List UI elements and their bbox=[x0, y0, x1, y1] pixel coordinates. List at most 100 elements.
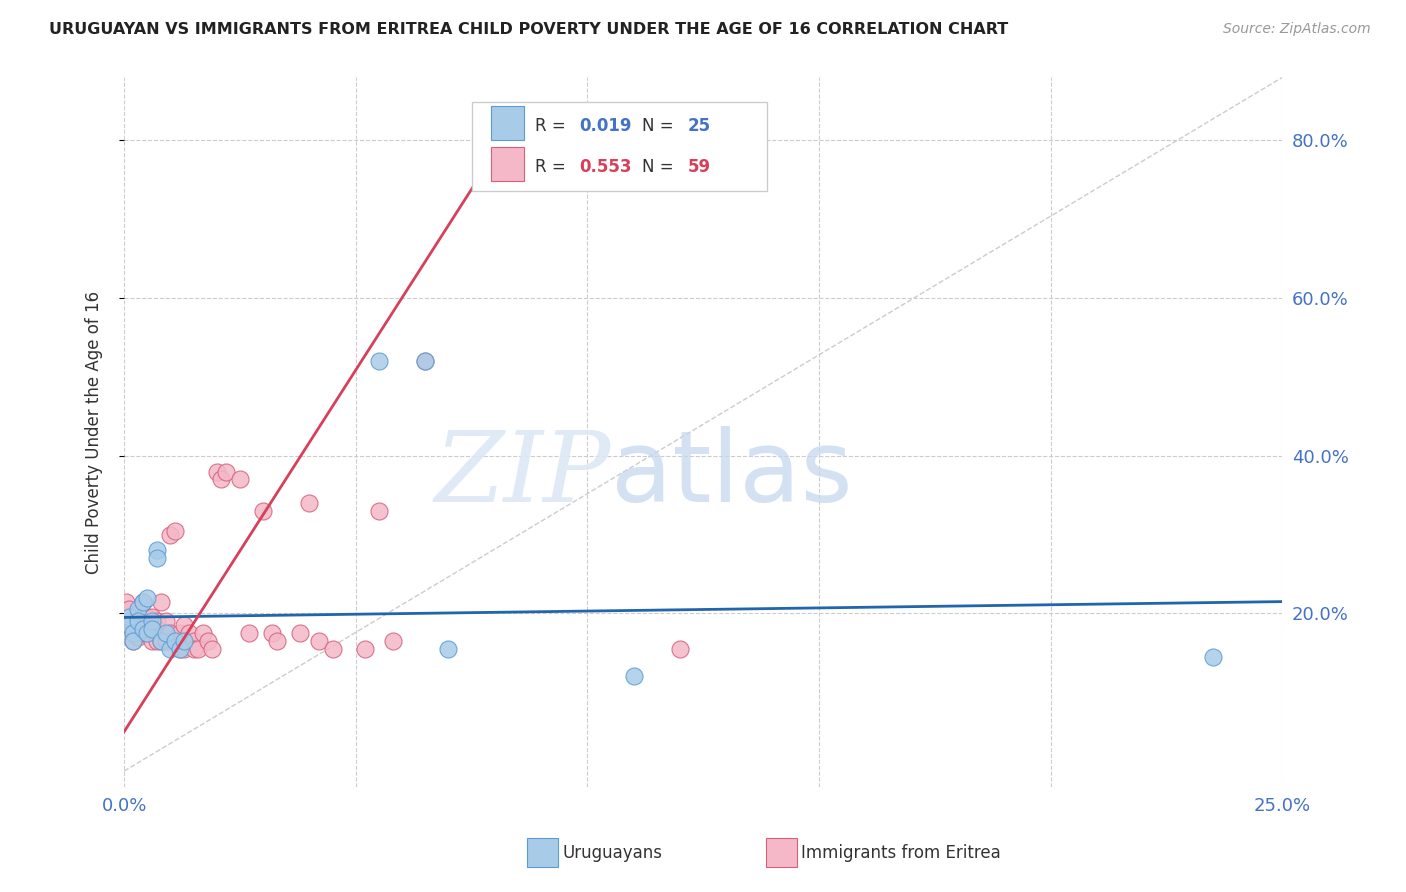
Point bbox=[252, 504, 274, 518]
Point bbox=[141, 622, 163, 636]
Point bbox=[115, 594, 138, 608]
Point bbox=[122, 626, 145, 640]
Point bbox=[205, 465, 228, 479]
Point bbox=[215, 465, 238, 479]
Text: 25: 25 bbox=[688, 117, 711, 136]
Point bbox=[136, 618, 159, 632]
Point bbox=[173, 618, 195, 632]
Text: atlas: atlas bbox=[610, 426, 852, 524]
Point bbox=[159, 641, 181, 656]
Point bbox=[122, 634, 145, 648]
Point bbox=[141, 622, 163, 636]
Point bbox=[165, 634, 187, 648]
Point bbox=[367, 354, 389, 368]
Point bbox=[141, 610, 163, 624]
Point bbox=[122, 618, 145, 632]
Point bbox=[159, 527, 181, 541]
Point bbox=[127, 607, 149, 621]
Text: N =: N = bbox=[641, 117, 679, 136]
Point bbox=[173, 641, 195, 656]
Point bbox=[238, 626, 260, 640]
Point bbox=[127, 630, 149, 644]
Point bbox=[169, 641, 191, 656]
Point bbox=[150, 634, 173, 648]
FancyBboxPatch shape bbox=[491, 147, 523, 181]
Point bbox=[354, 641, 377, 656]
Point bbox=[145, 622, 167, 636]
Point bbox=[141, 615, 163, 629]
Point bbox=[183, 641, 205, 656]
Point bbox=[197, 634, 219, 648]
Point bbox=[308, 634, 330, 648]
Text: Source: ZipAtlas.com: Source: ZipAtlas.com bbox=[1223, 22, 1371, 37]
Point bbox=[155, 626, 177, 640]
Y-axis label: Child Poverty Under the Age of 16: Child Poverty Under the Age of 16 bbox=[86, 291, 103, 574]
Point bbox=[413, 354, 436, 368]
Point bbox=[623, 669, 645, 683]
Point bbox=[118, 618, 141, 632]
Text: 59: 59 bbox=[688, 158, 711, 176]
Point bbox=[155, 615, 177, 629]
Point bbox=[136, 626, 159, 640]
Point bbox=[288, 626, 311, 640]
Point bbox=[118, 615, 141, 629]
Point bbox=[122, 626, 145, 640]
FancyBboxPatch shape bbox=[471, 103, 766, 191]
FancyBboxPatch shape bbox=[491, 106, 523, 140]
Point bbox=[209, 472, 232, 486]
Point bbox=[173, 634, 195, 648]
Text: ZIP: ZIP bbox=[434, 427, 610, 523]
Point bbox=[165, 634, 187, 648]
Point bbox=[229, 472, 252, 486]
Point bbox=[145, 615, 167, 629]
Point bbox=[381, 634, 404, 648]
Point bbox=[127, 615, 149, 629]
Point bbox=[145, 551, 167, 566]
Point bbox=[165, 524, 187, 538]
Point bbox=[141, 634, 163, 648]
Point bbox=[183, 634, 205, 648]
Point bbox=[127, 622, 149, 636]
Point bbox=[177, 626, 200, 640]
Point bbox=[266, 634, 288, 648]
Point bbox=[127, 602, 149, 616]
Point bbox=[131, 594, 153, 608]
Point bbox=[131, 594, 153, 608]
Point bbox=[413, 354, 436, 368]
Point bbox=[262, 626, 284, 640]
Text: Immigrants from Eritrea: Immigrants from Eritrea bbox=[801, 844, 1001, 862]
Point bbox=[150, 626, 173, 640]
Point bbox=[150, 594, 173, 608]
Point bbox=[322, 641, 344, 656]
Point bbox=[131, 626, 153, 640]
Point bbox=[136, 591, 159, 605]
Point bbox=[159, 626, 181, 640]
Point bbox=[136, 626, 159, 640]
Point bbox=[145, 543, 167, 558]
Text: R =: R = bbox=[536, 158, 571, 176]
Point bbox=[1202, 649, 1225, 664]
Text: R =: R = bbox=[536, 117, 571, 136]
Point bbox=[669, 641, 692, 656]
Point bbox=[298, 496, 321, 510]
Point bbox=[191, 626, 214, 640]
Point bbox=[131, 610, 153, 624]
Text: 0.019: 0.019 bbox=[579, 117, 631, 136]
Point bbox=[169, 641, 191, 656]
Point bbox=[136, 610, 159, 624]
Point bbox=[367, 504, 389, 518]
Point bbox=[131, 622, 153, 636]
Point bbox=[122, 634, 145, 648]
Point bbox=[145, 634, 167, 648]
Text: 0.553: 0.553 bbox=[579, 158, 631, 176]
Text: N =: N = bbox=[641, 158, 679, 176]
Point bbox=[169, 626, 191, 640]
Point bbox=[155, 634, 177, 648]
Point bbox=[118, 610, 141, 624]
Point bbox=[150, 634, 173, 648]
Point bbox=[187, 641, 209, 656]
Point bbox=[118, 602, 141, 616]
Text: Uruguayans: Uruguayans bbox=[562, 844, 662, 862]
Text: URUGUAYAN VS IMMIGRANTS FROM ERITREA CHILD POVERTY UNDER THE AGE OF 16 CORRELATI: URUGUAYAN VS IMMIGRANTS FROM ERITREA CHI… bbox=[49, 22, 1008, 37]
Point bbox=[437, 641, 460, 656]
